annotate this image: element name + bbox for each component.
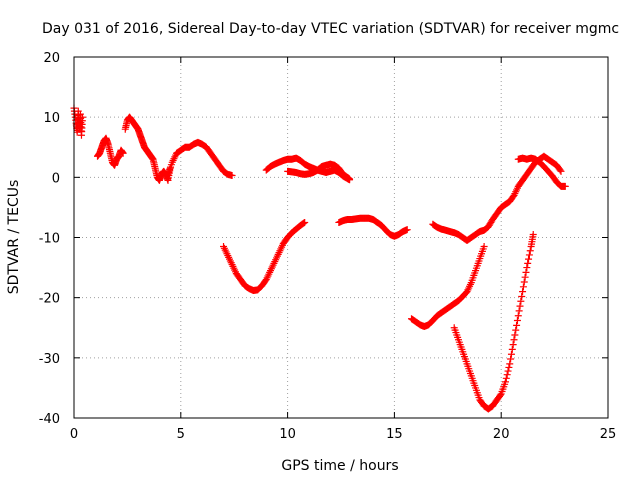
chart-title: Day 031 of 2016, Sidereal Day-to-day VTE… [42,21,619,37]
data-point [502,374,510,382]
data-point [510,336,518,344]
series-arc-j [429,152,565,245]
data-point [507,355,515,363]
data-point [556,166,564,174]
x-tick-label: 5 [177,427,185,442]
data-point [509,193,517,201]
data-point [521,273,529,281]
data-point [525,255,533,263]
data-point [505,363,513,371]
data-point [513,317,521,325]
y-tick-label: 0 [52,171,60,186]
data-point [403,226,411,234]
data-point [513,321,521,329]
series-arc-h [335,214,411,240]
data-point [525,251,533,259]
data-point [517,297,525,305]
y-tick-label: -40 [39,412,60,427]
data-point [526,247,534,255]
data-point [522,268,530,276]
data-point [520,278,528,286]
data-point [346,175,354,183]
data-point [514,312,522,320]
data-point [503,371,511,379]
series-arc-d [164,138,236,180]
y-axis-label: SDTVAR / TECUs [6,180,22,295]
y-tick-label: -10 [39,232,60,247]
series-arc-a [70,104,87,139]
data-point [516,302,524,310]
series-arc-l [514,154,569,190]
x-tick-label: 10 [279,427,296,442]
data-point [301,218,309,226]
x-tick-label: 20 [493,427,510,442]
data-point [557,167,565,175]
data-point [512,326,520,334]
data-point [524,259,532,267]
data-point [523,264,531,272]
grid-lines [74,57,608,418]
data-point [506,360,514,368]
data-point [501,378,509,386]
data-point [228,172,236,180]
data-point [508,345,516,353]
series-arc-c [121,113,174,184]
series-arc-k [450,230,537,413]
data-point [561,182,569,190]
data-point [261,277,269,285]
data-point [511,331,519,339]
series-arc-b [93,134,127,169]
data-point [507,350,515,358]
data-point [519,283,527,291]
data-point [299,220,307,228]
data-point [496,391,504,399]
data-point [300,219,308,227]
plot-frame [73,56,609,419]
data-point [509,341,517,349]
series-arc-g [284,160,354,183]
data-point [529,230,537,238]
x-tick-labels: 0 5 10 15 20 25 [70,427,616,442]
y-tick-label: -30 [39,352,60,367]
x-tick-label: 25 [600,427,617,442]
data-point [79,113,87,121]
y-tick-labels: -40 -30 -20 -10 0 10 20 [39,51,60,427]
series-arc-i [407,243,488,331]
data-point [519,288,527,296]
data-points [70,104,569,413]
x-tick-label: 0 [70,427,78,442]
x-axis-label: GPS time / hours [281,458,398,474]
data-point [515,307,523,315]
x-tick-label: 15 [386,427,403,442]
y-tick-label: 20 [43,51,60,66]
data-point [504,367,512,375]
data-point [119,149,127,157]
y-tick-label: 10 [43,111,60,126]
series-arc-e [220,218,309,294]
y-tick-label: -20 [39,292,60,307]
data-point [480,243,488,251]
data-point [518,292,526,300]
